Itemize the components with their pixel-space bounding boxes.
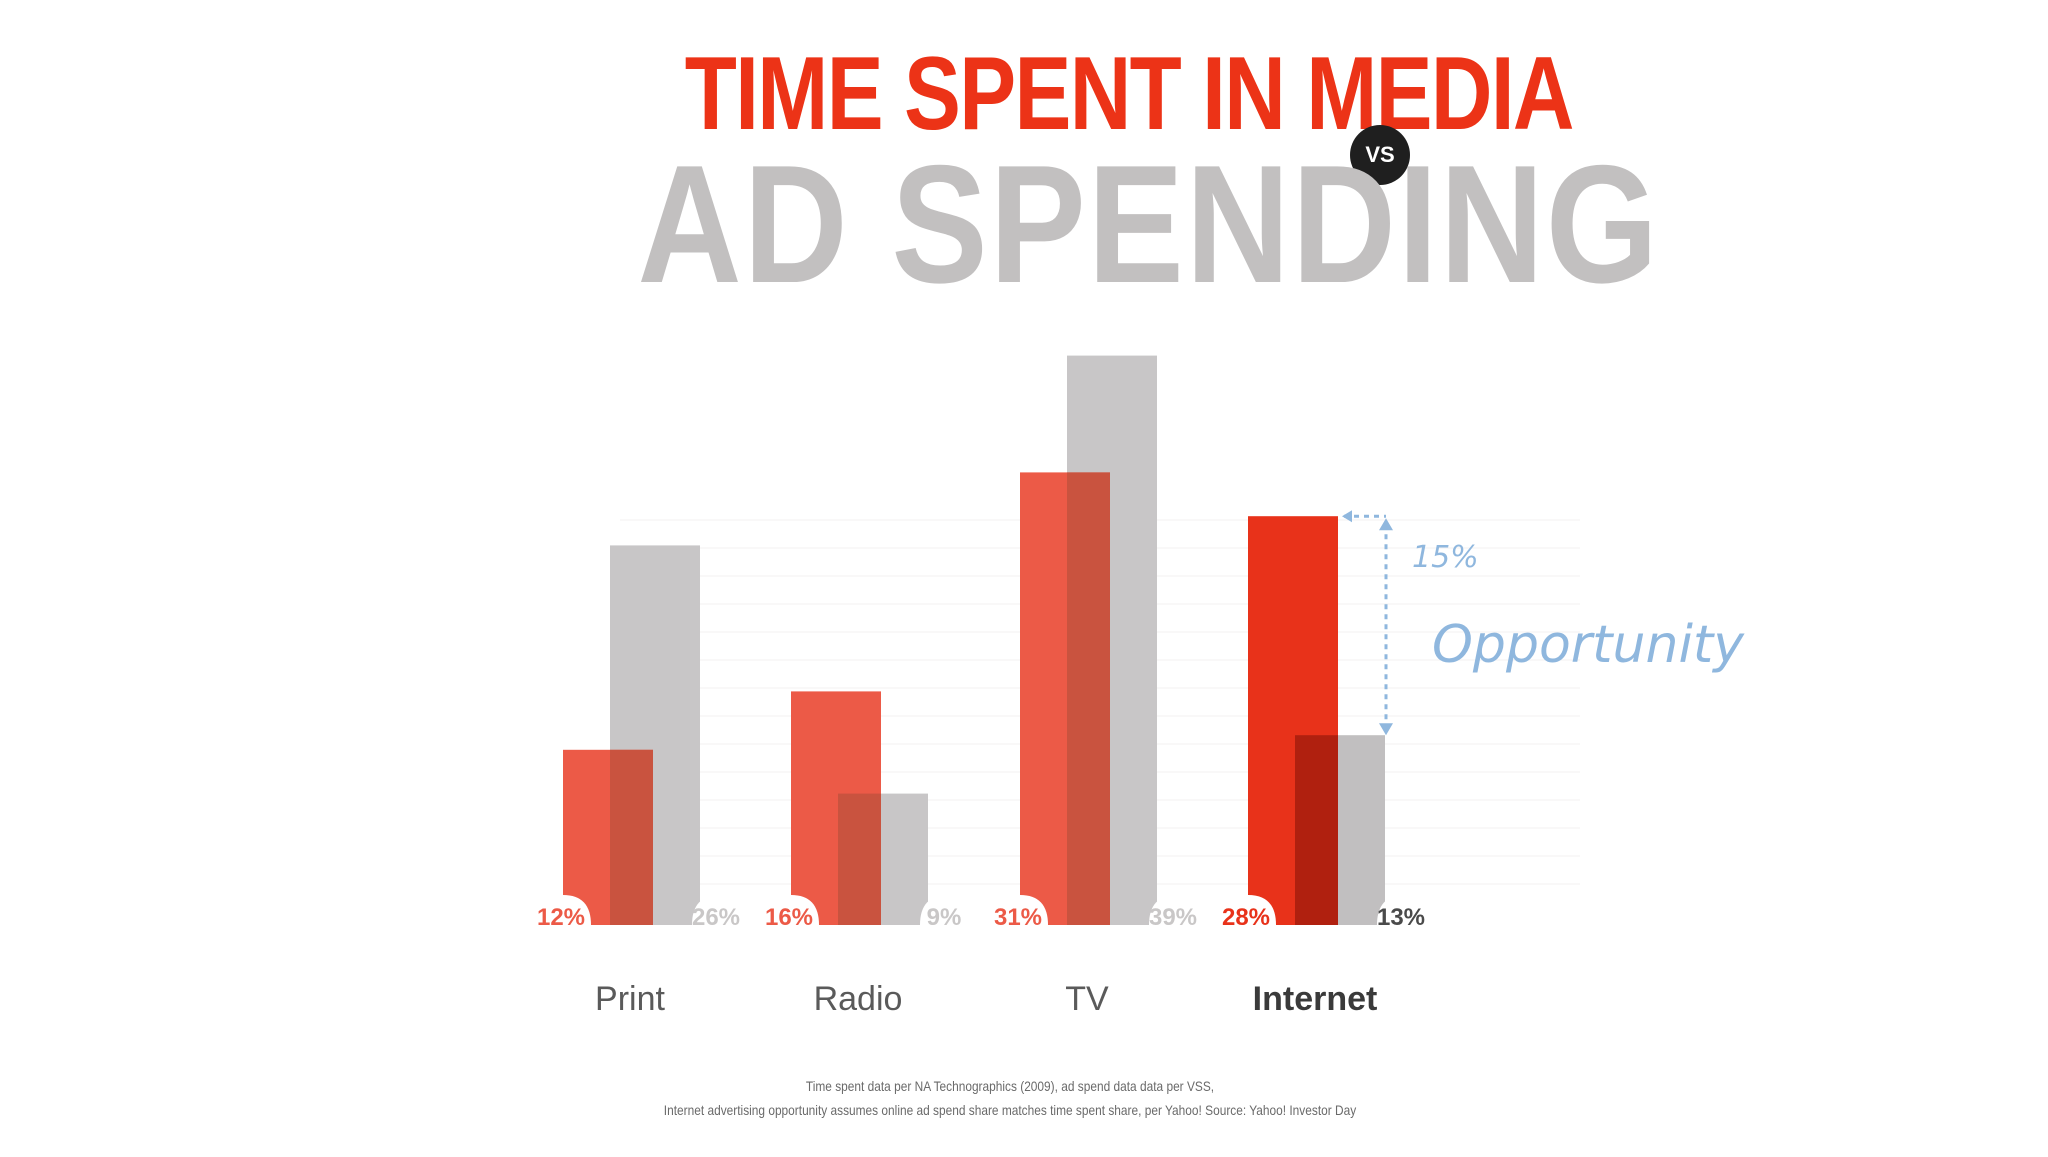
label-tab — [990, 895, 1048, 925]
label-tab — [761, 895, 819, 925]
value-label-ad: 26% — [692, 904, 740, 931]
label-tab — [920, 895, 970, 925]
value-label-time: 16% — [765, 904, 813, 931]
footnote-line-2: Internet advertising opportunity assumes… — [663, 1102, 1357, 1118]
label-tab — [1149, 895, 1199, 925]
category-label-print: Print — [595, 980, 665, 1018]
value-label-time: 12% — [537, 904, 585, 931]
opportunity-label: Opportunity — [1432, 615, 1745, 675]
value-label-ad: 9% — [927, 904, 962, 931]
category-label-tv: TV — [1065, 980, 1109, 1018]
category-label-radio: Radio — [814, 980, 903, 1018]
opportunity-value: 15% — [1412, 540, 1479, 575]
label-tab — [533, 895, 591, 925]
bar-overlap-tv — [1067, 472, 1110, 925]
category-label-internet: Internet — [1253, 980, 1378, 1018]
value-label-ad: 13% — [1377, 904, 1425, 931]
value-label-ad: 39% — [1149, 904, 1197, 931]
bar-overlap-radio — [838, 793, 881, 925]
label-tab — [1377, 895, 1427, 925]
arrow-down-icon — [1379, 723, 1393, 736]
value-label-time: 28% — [1222, 904, 1270, 931]
vs-badge: VS — [1350, 125, 1410, 185]
bar-overlap-print — [610, 749, 653, 925]
label-tab — [1218, 895, 1276, 925]
chart-title: TIME SPENT IN MEDIA VS AD SPENDING — [0, 0, 2048, 308]
label-tab — [692, 895, 742, 925]
footnote-line-1: Time spent data per NA Technographics (2… — [805, 1078, 1215, 1094]
value-label-time: 31% — [994, 904, 1042, 931]
arrow-up-icon — [1379, 518, 1393, 531]
bar-overlap-internet — [1295, 735, 1338, 925]
arrow-left-icon — [1342, 510, 1352, 523]
